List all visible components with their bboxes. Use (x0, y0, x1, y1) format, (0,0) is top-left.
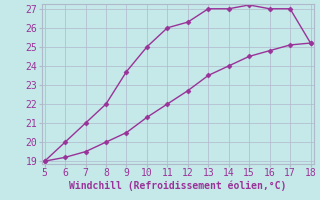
X-axis label: Windchill (Refroidissement éolien,°C): Windchill (Refroidissement éolien,°C) (69, 181, 286, 191)
